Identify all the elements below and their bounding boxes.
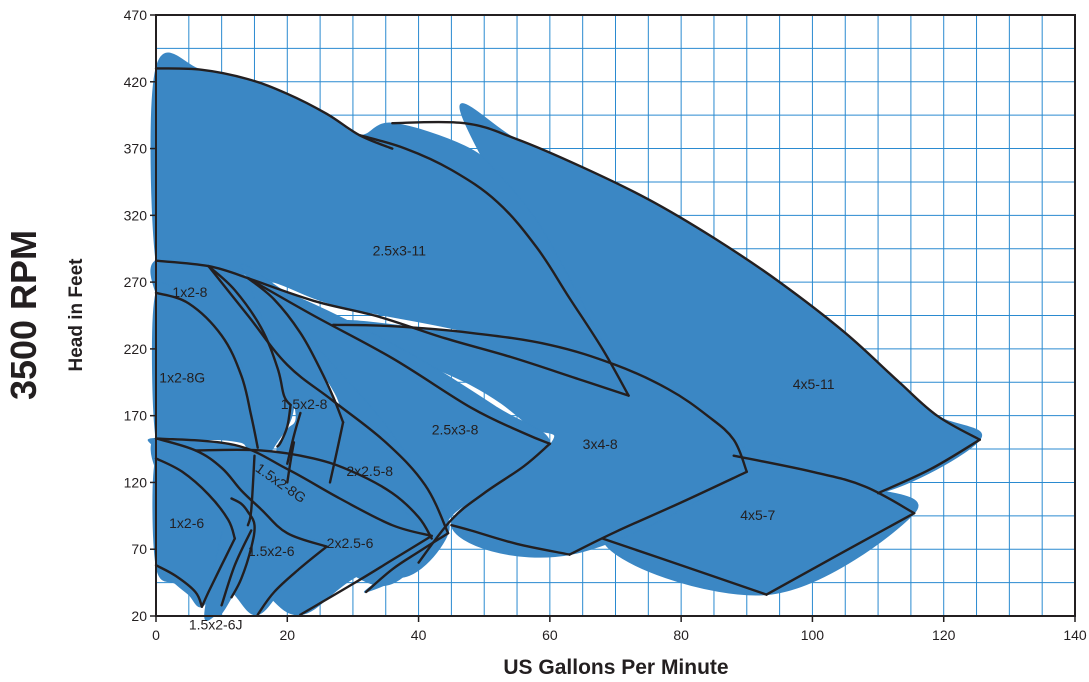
boundary-curve <box>246 276 630 397</box>
boundary-curve <box>328 421 345 484</box>
boundary-curve <box>246 276 552 445</box>
boundary-curve <box>286 411 302 465</box>
boundary-curve <box>194 448 433 540</box>
plot-frame <box>155 14 1076 617</box>
x-tick-label: 0 <box>152 627 160 643</box>
series-label: 1.5x2-8 <box>281 396 328 412</box>
boundary-curve <box>256 545 328 616</box>
x-tick-label: 100 <box>801 627 825 643</box>
boundary-curve <box>154 457 236 540</box>
axes: 0 20 40 60 80 100 120 140 20 70 120 170 220 270 320 370… <box>124 7 1087 643</box>
boundary-curve <box>364 532 450 594</box>
boundary-curve <box>299 534 433 616</box>
boundary-curve <box>246 454 256 527</box>
boundary-curve <box>230 497 256 599</box>
series-label: 2x2.5-6 <box>327 535 374 551</box>
boundary-curve <box>332 323 748 473</box>
boundary-curve <box>154 437 328 548</box>
y-tick-label: 170 <box>124 408 148 424</box>
boundary-curve <box>246 276 345 424</box>
pump-coverage-areas <box>147 52 983 622</box>
boundary-curve <box>154 564 204 608</box>
area-2x2.5-8 <box>246 275 450 578</box>
x-tick-label: 80 <box>673 627 689 643</box>
boundary-curve <box>391 120 981 441</box>
boundary-curves <box>154 67 981 616</box>
y-tick-label: 220 <box>124 341 148 357</box>
y-tick-label: 20 <box>131 608 147 624</box>
boundary-curve <box>765 512 916 596</box>
series-label: 2.5x3-11 <box>373 242 427 258</box>
y-tick-label: 370 <box>124 141 148 157</box>
boundary-curve <box>450 524 571 556</box>
x-tick-label: 60 <box>542 627 558 643</box>
boundary-curve <box>276 403 292 448</box>
boundary-curve <box>200 537 236 608</box>
series-label: 1x2-6 <box>169 515 204 531</box>
y-tick-label: 120 <box>124 474 148 490</box>
y-tick-label: 70 <box>131 541 147 557</box>
boundary-curve <box>207 264 450 535</box>
boundary-curve <box>876 438 981 495</box>
series-label: 1.5x2-6J <box>189 616 243 632</box>
boundary-curve <box>601 537 768 596</box>
boundary-curve <box>154 437 433 538</box>
series-label: 2.5x3-8 <box>432 421 479 437</box>
series-label: 2x2.5-8 <box>346 463 393 479</box>
x-tick-label: 140 <box>1063 627 1087 643</box>
y-tick-label: 470 <box>124 7 148 23</box>
boundary-curve <box>286 441 296 484</box>
y-tick-label: 320 <box>124 207 148 223</box>
series-label: 3x4-8 <box>583 436 618 452</box>
boundary-curve <box>732 454 916 515</box>
y-tick-label: 420 <box>124 74 148 90</box>
x-tick-label: 20 <box>279 627 295 643</box>
boundary-curve <box>207 264 292 407</box>
series-label: 4x5-7 <box>740 507 775 523</box>
x-axis-label: US Gallons Per Minute <box>503 656 729 679</box>
boundary-curve <box>154 291 259 449</box>
boundary-curve <box>358 134 630 397</box>
boundary-curve <box>568 470 748 556</box>
x-tick-label: 40 <box>411 627 427 643</box>
series-label: 4x5-11 <box>793 376 835 392</box>
y-tick-label: 270 <box>124 274 148 290</box>
series-label: 1x2-8 <box>172 284 207 300</box>
boundary-curve <box>417 442 552 564</box>
boundary-curve <box>220 529 253 607</box>
series-label: 1.5x2-6 <box>248 543 295 559</box>
series-label: 1x2-8G <box>159 369 205 385</box>
x-tick-label: 120 <box>932 627 956 643</box>
